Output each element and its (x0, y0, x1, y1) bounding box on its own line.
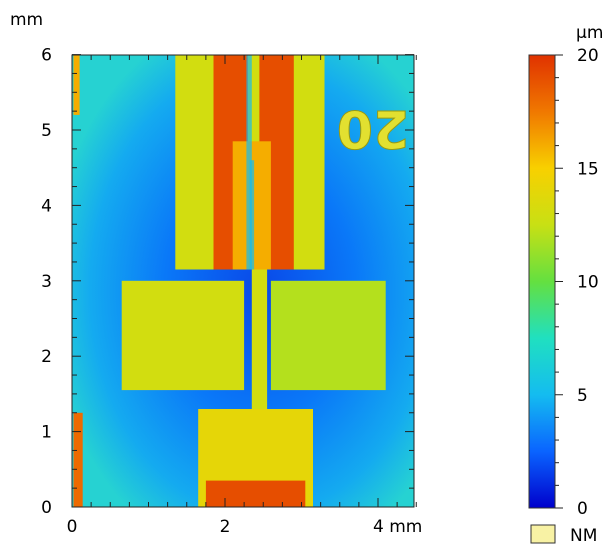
colorbar-unit-label: µm (576, 23, 603, 43)
region-middle-right-pad (270, 280, 386, 391)
y-tick-label: 4 (41, 196, 52, 216)
y-tick-label: 2 (41, 347, 52, 367)
x-tick-label: 4 mm (373, 517, 422, 537)
region-left-edge-strip-bottom (73, 412, 83, 507)
y-axis-unit-label: mm (10, 10, 43, 30)
height-map-plot: 20 0 2 4 mm 0 1 2 3 4 5 6 mm (10, 10, 422, 537)
colorbar-tick-label: 10 (577, 273, 599, 293)
region-middle-left-pad (121, 280, 245, 391)
region-bottom-pad-base (205, 480, 306, 507)
region-center-trace (251, 269, 268, 409)
x-tick-label: 2 (220, 517, 231, 537)
engraved-text-group: 20 (336, 98, 409, 159)
x-axis-ticks: 0 2 4 mm (67, 55, 422, 537)
engraved-text: 20 (337, 98, 409, 158)
colorbar (528, 54, 556, 509)
colorbar-tick-label: 0 (577, 499, 588, 519)
colorbar-tick-label: 20 (577, 46, 599, 66)
y-tick-label: 3 (41, 272, 52, 292)
color-scale: µm 0 5 10 15 20 NM (528, 23, 603, 546)
nm-legend-label: NM (570, 526, 597, 546)
y-tick-label: 0 (41, 498, 52, 518)
y-tick-label: 5 (41, 121, 52, 141)
colorbar-tick-label: 15 (577, 159, 599, 179)
y-tick-label: 6 (41, 46, 52, 66)
region-left-edge-strip-top (73, 55, 80, 115)
colorbar-tick-label: 5 (577, 386, 588, 406)
region-gap-1 (249, 160, 255, 270)
nm-legend-swatch (530, 524, 556, 544)
x-tick-label: 0 (67, 517, 78, 537)
y-axis-ticks: 0 1 2 3 4 5 6 (41, 46, 414, 518)
region-gap-0 (246, 55, 252, 270)
height-regions (73, 55, 386, 507)
colorbar-ticks: 0 5 10 15 20 (555, 46, 599, 519)
y-tick-label: 1 (41, 423, 52, 443)
